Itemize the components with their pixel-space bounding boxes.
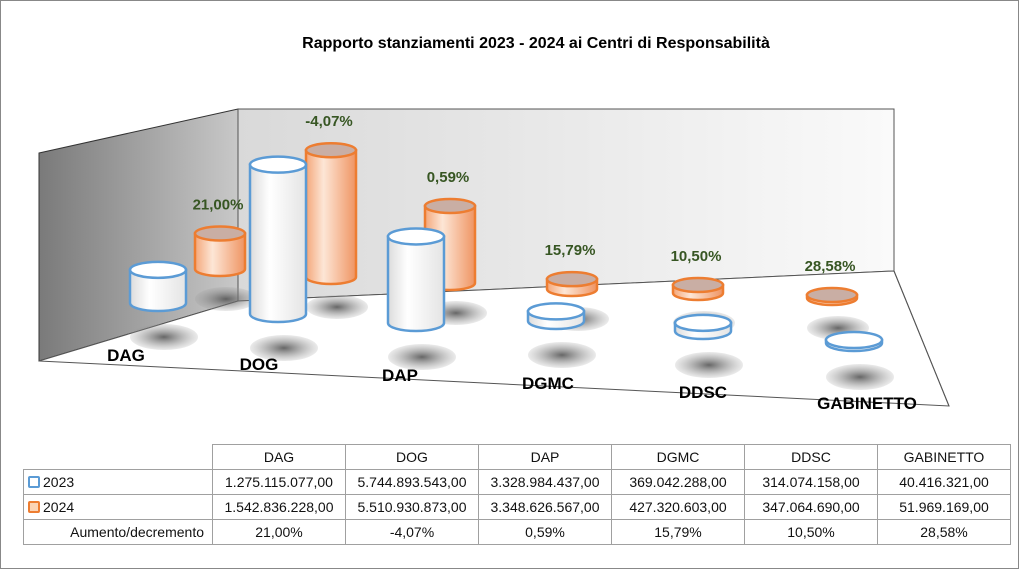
value-cell: 21,00% xyxy=(212,519,346,545)
header-cell: DAG xyxy=(212,444,346,470)
table-corner xyxy=(23,444,213,470)
legend-key-2023-icon xyxy=(28,476,40,488)
change-data-label: 15,79% xyxy=(545,242,596,259)
row-header: Aumento/decremento xyxy=(23,519,213,545)
cylinder-shadow xyxy=(130,324,198,350)
cylinder-2024-DAG xyxy=(193,225,247,278)
cylinder-shadow xyxy=(826,364,894,390)
cylinder-shadow xyxy=(675,352,743,378)
cylinder-shadow xyxy=(528,342,596,368)
change-data-label: 21,00% xyxy=(193,197,244,214)
change-data-label: 0,59% xyxy=(427,169,470,186)
plot-area: 21,00% -4,07% 0,59% 15,79% 10,50% 28,58% DAG DO… xyxy=(38,108,950,413)
cylinder-shadow xyxy=(388,344,456,370)
category-label: DGMC xyxy=(522,374,574,393)
series-name: 2024 xyxy=(43,499,75,515)
category-label: GABINETTO xyxy=(817,394,917,413)
category-label: DOG xyxy=(240,355,279,374)
cylinder-top xyxy=(673,313,733,333)
header-cell: DAP xyxy=(478,444,612,470)
cylinder-top xyxy=(824,330,884,350)
cylinder-shadow xyxy=(306,295,368,319)
cylinder-body xyxy=(248,163,308,324)
cylinder-2023-GABINETTO xyxy=(824,330,884,353)
cylinder-shadow xyxy=(195,287,257,311)
cylinder-top xyxy=(193,225,247,242)
cylinder-2024-DDSC xyxy=(671,276,725,302)
cylinder-2024-DGMC xyxy=(545,270,599,298)
cylinder-2024-GABINETTO xyxy=(805,286,859,307)
cylinder-2024-DOG xyxy=(304,141,358,286)
row-header: 2024 xyxy=(23,494,213,520)
value-cell: 15,79% xyxy=(611,519,745,545)
value-cell: 314.074.158,00 xyxy=(744,469,878,495)
cylinder-top xyxy=(671,276,725,294)
value-cell: 1.542.836.228,00 xyxy=(212,494,346,520)
cylinder-body xyxy=(128,268,188,313)
value-cell: 369.042.288,00 xyxy=(611,469,745,495)
cylinder-top xyxy=(386,227,446,246)
cylinder-shadow xyxy=(250,335,318,361)
chart-title: Rapporto stanziamenti 2023 - 2024 ai Cen… xyxy=(302,35,770,52)
legend-key-2024-icon xyxy=(28,501,40,513)
value-cell: 0,59% xyxy=(478,519,612,545)
table-row-change: Aumento/decremento 21,00% -4,07% 0,59% 1… xyxy=(23,519,1011,545)
header-cell: GABINETTO xyxy=(877,444,1011,470)
value-cell: 1.275.115.077,00 xyxy=(212,469,346,495)
header-cell: DOG xyxy=(345,444,479,470)
category-label: DAP xyxy=(382,366,418,385)
cylinder-2023-DOG xyxy=(248,155,308,324)
value-cell: 5.510.930.873,00 xyxy=(345,494,479,520)
category-label: DAG xyxy=(107,346,145,365)
header-cell: DGMC xyxy=(611,444,745,470)
header-cell: DDSC xyxy=(744,444,878,470)
cylinder-top xyxy=(805,286,859,304)
series-name: 2023 xyxy=(43,474,75,490)
value-cell: 51.969.169,00 xyxy=(877,494,1011,520)
table-row-2024: 2024 1.542.836.228,00 5.510.930.873,00 3… xyxy=(23,494,1011,520)
floor-edge xyxy=(893,270,950,407)
cylinder-top xyxy=(545,270,599,288)
row-header: 2023 xyxy=(23,469,213,495)
category-label: DDSC xyxy=(679,383,727,402)
cylinder-2023-DAG xyxy=(128,260,188,313)
value-cell: 28,58% xyxy=(877,519,1011,545)
cylinder-top xyxy=(526,302,586,321)
cylinder-2023-DDSC xyxy=(673,313,733,341)
cylinder-body xyxy=(193,232,247,278)
value-cell: 347.064.690,00 xyxy=(744,494,878,520)
table-row-2023: 2023 1.275.115.077,00 5.744.893.543,00 3… xyxy=(23,469,1011,495)
value-cell: 5.744.893.543,00 xyxy=(345,469,479,495)
value-cell: 3.328.984.437,00 xyxy=(478,469,612,495)
cylinder-body xyxy=(304,148,358,286)
cylinder-2023-DAP xyxy=(386,227,446,333)
value-cell: 427.320.603,00 xyxy=(611,494,745,520)
cylinder-body xyxy=(386,235,446,333)
value-cell: 40.416.321,00 xyxy=(877,469,1011,495)
change-data-label: -4,07% xyxy=(305,113,353,130)
change-data-label: 10,50% xyxy=(671,248,722,265)
value-cell: -4,07% xyxy=(345,519,479,545)
value-cell: 3.348.626.567,00 xyxy=(478,494,612,520)
value-cell: 10,50% xyxy=(744,519,878,545)
cylinder-2023-DGMC xyxy=(526,302,586,331)
table-header-row: DAG DOG DAP DGMC DDSC GABINETTO xyxy=(23,444,1011,470)
cylinder-top xyxy=(423,197,477,215)
cylinder-top xyxy=(128,260,188,280)
cylinder-top xyxy=(304,141,358,159)
data-table: DAG DOG DAP DGMC DDSC GABINETTO 2023 1.2… xyxy=(23,444,1011,545)
cylinder-top xyxy=(248,155,308,174)
change-data-label: 28,58% xyxy=(805,258,856,275)
